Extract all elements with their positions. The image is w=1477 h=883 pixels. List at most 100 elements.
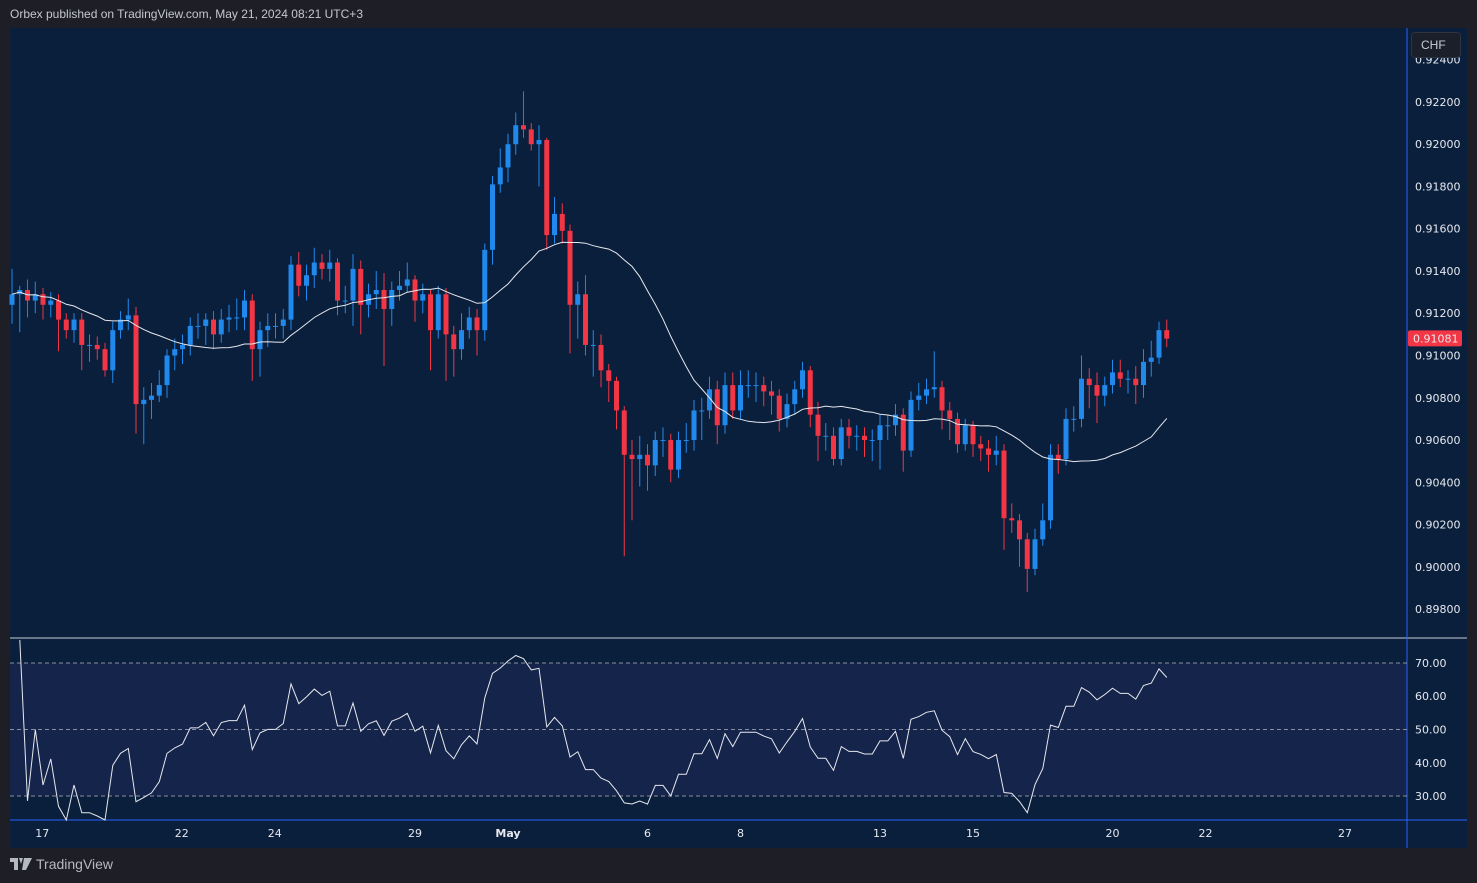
candle-body — [280, 319, 286, 326]
candle — [862, 427, 868, 457]
candle — [606, 363, 612, 402]
candle-body — [466, 317, 472, 331]
candle-body — [1048, 454, 1054, 521]
candle-body — [1001, 450, 1007, 519]
price-tick-label: 0.91800 — [1415, 180, 1461, 193]
candle-body — [435, 294, 441, 331]
candle-body — [1040, 520, 1046, 540]
candle — [621, 406, 627, 557]
candle-body — [443, 294, 449, 335]
candle-body — [1102, 385, 1108, 396]
candle-body — [831, 435, 837, 460]
candle — [420, 283, 426, 314]
price-tick-label: 0.90000 — [1415, 561, 1461, 574]
candle-body — [730, 385, 736, 411]
candle — [776, 389, 782, 432]
candle-body — [32, 294, 38, 301]
time-tick-label: 22 — [175, 827, 189, 840]
candle — [792, 380, 798, 415]
candle — [1133, 366, 1139, 405]
currency-button[interactable]: CHF — [1411, 32, 1461, 58]
candle — [1017, 513, 1023, 567]
candle-body — [203, 319, 209, 326]
candle-body — [645, 454, 651, 466]
candle-body — [358, 268, 364, 305]
candle — [32, 281, 38, 314]
candle — [435, 285, 441, 339]
time-tick-label: 17 — [35, 827, 49, 840]
candle — [497, 148, 503, 193]
candle — [807, 366, 813, 428]
time-tick-label: 24 — [268, 827, 282, 840]
candle-body — [79, 319, 85, 345]
candle — [1148, 340, 1154, 377]
rsi-tick-label: 50.00 — [1415, 724, 1447, 737]
candle — [1048, 444, 1054, 529]
candle — [164, 349, 170, 398]
candle — [1156, 321, 1162, 364]
tradingview-logo-icon — [10, 858, 32, 870]
candle-body — [846, 427, 852, 436]
candle-body — [164, 355, 170, 386]
candle — [931, 351, 937, 398]
price-tick-label: 0.90800 — [1415, 392, 1461, 405]
candle-body — [482, 249, 488, 331]
candle — [614, 376, 620, 430]
candle — [373, 270, 379, 310]
candle — [993, 435, 999, 466]
candle — [466, 306, 472, 339]
candle-body — [660, 440, 666, 442]
candle — [753, 372, 759, 402]
candle — [575, 281, 581, 339]
candle-body — [1071, 418, 1077, 420]
candle-body — [218, 319, 224, 335]
price-tick-label: 0.89800 — [1415, 603, 1461, 616]
candle — [831, 427, 837, 466]
candle-body — [753, 385, 759, 387]
candle-body — [1024, 539, 1030, 569]
candle — [9, 268, 15, 324]
candle — [877, 414, 883, 470]
candle — [490, 175, 496, 265]
candle — [745, 370, 751, 398]
candle — [970, 421, 976, 457]
candle-body — [373, 290, 379, 295]
candle-body — [745, 385, 751, 387]
candle-body — [319, 262, 325, 269]
candle-body — [978, 444, 984, 449]
candle-body — [815, 414, 821, 436]
last-price-badge — [1408, 330, 1462, 347]
candle — [304, 264, 310, 301]
candle-body — [342, 300, 348, 302]
candle-body — [776, 395, 782, 419]
candle-body — [1110, 372, 1116, 386]
candle-body — [87, 344, 93, 346]
candle — [908, 391, 914, 457]
tradingview-logo[interactable]: TradingView — [10, 856, 113, 872]
candle-body — [652, 440, 658, 466]
candle — [288, 256, 294, 331]
candle-body — [71, 319, 77, 331]
candle-body — [893, 414, 899, 426]
candle — [528, 123, 534, 151]
candle-body — [877, 425, 883, 441]
candle-body — [521, 125, 527, 130]
candle-body — [187, 325, 193, 345]
candle — [87, 334, 93, 362]
candle — [1094, 372, 1100, 424]
candle — [660, 427, 666, 457]
candle — [79, 313, 85, 371]
candle-body — [428, 294, 434, 331]
candle-body — [567, 230, 573, 305]
candle-body — [807, 370, 813, 415]
candle — [955, 412, 961, 453]
candle — [769, 380, 775, 415]
candle-body — [172, 349, 178, 356]
candle-body — [528, 129, 534, 145]
candle-body — [288, 264, 294, 320]
candle — [823, 423, 829, 451]
candle-body — [381, 290, 387, 310]
candle-body — [94, 344, 100, 350]
price-tick-label: 0.91000 — [1415, 350, 1461, 363]
